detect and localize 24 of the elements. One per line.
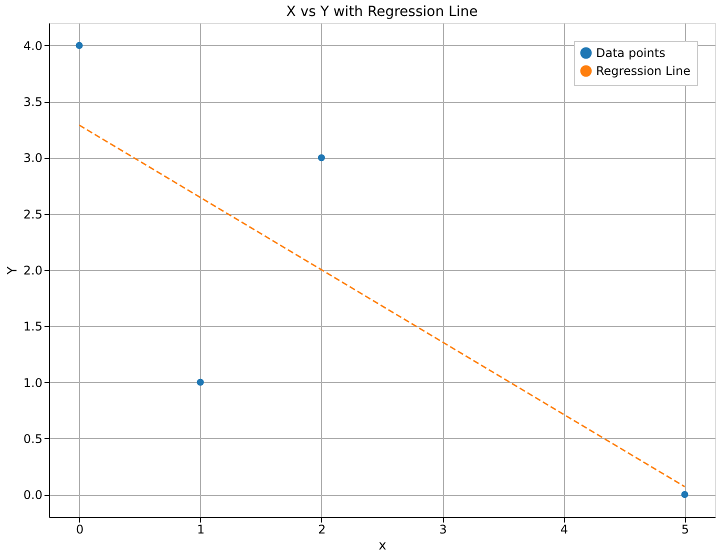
y-tick-label: 2.5 bbox=[23, 207, 42, 222]
x-tick-label: 5 bbox=[681, 522, 690, 536]
y-tick-label: 3.5 bbox=[23, 95, 42, 110]
y-tick-label: 0.0 bbox=[23, 488, 42, 502]
point bbox=[681, 491, 688, 498]
legend-label: Data points bbox=[596, 46, 666, 60]
y-axis-title: Y bbox=[5, 266, 20, 276]
point bbox=[196, 378, 204, 386]
chart-title: X vs Y with Regression Line bbox=[286, 4, 478, 20]
y-tick-label: 2.0 bbox=[23, 264, 42, 278]
x-axis-title: x bbox=[378, 538, 387, 554]
y-tick-label: 3.0 bbox=[23, 151, 42, 166]
x-tick-label: 3 bbox=[439, 522, 447, 536]
x-tick-label: 2 bbox=[318, 522, 326, 536]
x-tick-label: 0 bbox=[76, 522, 84, 536]
x-tick-label: 1 bbox=[197, 522, 205, 536]
y-tick-label: 4.0 bbox=[23, 38, 42, 53]
point bbox=[318, 154, 325, 162]
x-tick-label: 4 bbox=[560, 522, 568, 536]
y-tick-label: 0.5 bbox=[23, 432, 42, 446]
point bbox=[76, 42, 83, 49]
y-tick-label: 1.0 bbox=[23, 376, 42, 390]
legend-label: Regression Line bbox=[596, 64, 690, 78]
y-tick-label: 1.5 bbox=[23, 320, 42, 334]
